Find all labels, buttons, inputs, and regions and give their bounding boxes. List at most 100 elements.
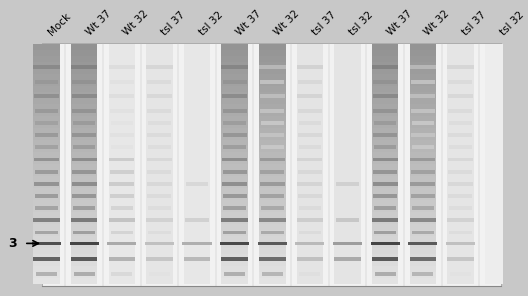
Bar — [411, 194, 435, 198]
Bar — [33, 218, 60, 224]
Bar — [33, 146, 60, 152]
Bar — [185, 218, 209, 222]
Bar — [221, 140, 248, 146]
Bar — [372, 86, 399, 92]
Bar — [72, 194, 96, 198]
Bar — [333, 242, 362, 245]
Bar — [410, 194, 436, 200]
Bar — [410, 273, 436, 279]
Bar — [372, 110, 399, 116]
Bar — [221, 146, 248, 152]
Bar — [33, 257, 60, 261]
Bar — [221, 218, 248, 222]
Bar — [110, 206, 133, 210]
Bar — [295, 242, 325, 245]
Bar — [221, 152, 248, 158]
Bar — [221, 116, 248, 122]
Bar — [221, 104, 248, 110]
Bar — [71, 176, 97, 182]
Bar — [372, 200, 399, 206]
Bar — [336, 218, 360, 222]
Bar — [221, 164, 248, 170]
Bar — [32, 242, 61, 245]
Bar — [33, 86, 60, 92]
Bar — [33, 56, 60, 62]
Bar — [297, 158, 323, 161]
Bar — [73, 146, 96, 149]
Bar — [297, 182, 323, 186]
Bar — [34, 94, 59, 98]
Bar — [71, 164, 97, 170]
Bar — [410, 189, 436, 194]
Bar — [259, 74, 286, 80]
Bar — [36, 272, 57, 276]
Bar — [373, 109, 397, 113]
Bar — [33, 134, 60, 140]
Bar — [71, 122, 97, 128]
Bar — [410, 68, 436, 74]
Bar — [259, 86, 286, 92]
Bar — [259, 62, 286, 68]
Bar — [259, 248, 286, 255]
Bar — [449, 146, 472, 149]
Bar — [410, 218, 436, 222]
Bar — [33, 213, 60, 218]
Text: tsI 37: tsI 37 — [310, 9, 337, 37]
Bar — [372, 237, 399, 242]
Bar — [259, 50, 286, 56]
Bar — [410, 266, 436, 273]
Bar — [221, 248, 248, 255]
Bar — [33, 224, 60, 231]
Bar — [71, 152, 97, 158]
Bar — [147, 182, 172, 186]
Bar — [222, 94, 247, 98]
Bar — [71, 50, 97, 56]
Bar — [147, 94, 172, 98]
Bar — [33, 194, 60, 200]
Bar — [410, 98, 436, 104]
Bar — [71, 224, 97, 231]
Bar — [148, 146, 171, 149]
Bar — [33, 50, 60, 56]
Bar — [221, 260, 248, 266]
Text: Wt 32: Wt 32 — [122, 8, 150, 37]
Bar — [260, 170, 284, 173]
Bar — [33, 279, 60, 284]
Bar — [71, 218, 97, 224]
Bar — [410, 116, 436, 122]
Bar — [72, 133, 96, 137]
Bar — [372, 213, 399, 218]
Bar — [223, 206, 246, 210]
Bar — [259, 182, 286, 189]
Bar — [149, 272, 170, 276]
Bar — [410, 94, 436, 98]
Bar — [410, 86, 436, 92]
Bar — [146, 65, 173, 69]
Bar — [71, 194, 97, 200]
Bar — [221, 213, 248, 218]
Bar — [372, 260, 399, 266]
Bar — [35, 206, 58, 210]
Bar — [259, 122, 286, 128]
Bar — [110, 231, 133, 234]
Bar — [411, 80, 435, 83]
Bar — [146, 44, 173, 284]
Bar — [71, 116, 97, 122]
Bar — [372, 224, 399, 231]
Bar — [109, 94, 134, 98]
Bar — [373, 94, 398, 98]
Bar — [260, 182, 285, 186]
Bar — [297, 218, 323, 222]
Bar — [221, 86, 248, 92]
Bar — [71, 189, 97, 194]
Bar — [147, 194, 171, 198]
Text: tsI 37: tsI 37 — [159, 9, 187, 37]
Bar — [110, 109, 134, 113]
Bar — [410, 200, 436, 206]
Bar — [259, 65, 286, 69]
Bar — [184, 257, 210, 261]
Bar — [148, 121, 171, 125]
Bar — [71, 158, 97, 164]
Bar — [221, 80, 248, 86]
Bar — [35, 133, 59, 137]
